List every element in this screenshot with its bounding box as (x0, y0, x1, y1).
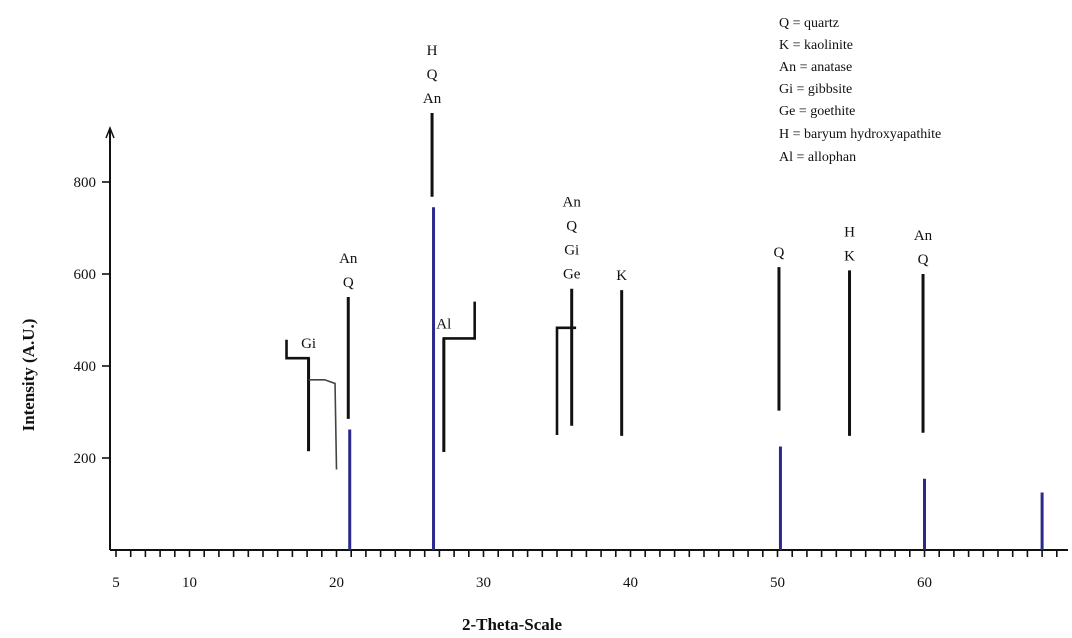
y-tick-label: 800 (74, 175, 97, 191)
peak-label: An (339, 251, 358, 267)
y-axis-title: Intensity (A.U.) (19, 319, 38, 432)
peak-label: Ge (563, 267, 581, 283)
peak-label: K (616, 268, 627, 284)
peak-label: Q (774, 245, 785, 261)
y-axis-arrow (105, 125, 115, 139)
legend-line: Al = allophan (779, 150, 856, 165)
plot-area: 5 10 20 30 40 50 60200400600800GiAnQHQAnAlAnQG… (74, 43, 1068, 591)
y-tick-label: 600 (74, 267, 97, 283)
legend: Q = quartz K = kaolinite An = anatase Gi… (779, 16, 941, 165)
background-trace (308, 378, 338, 470)
peak-label: Q (918, 252, 929, 268)
legend-line: K = kaolinite (779, 38, 853, 53)
peak-label: H (427, 43, 438, 59)
legend-line: Gi = gibbsite (779, 82, 852, 97)
background-trace (442, 301, 476, 453)
peak-label: Gi (564, 243, 579, 259)
x-axis-title: 2-Theta-Scale (462, 615, 563, 634)
x-tick-label: 50 (770, 575, 785, 591)
peak-label: Q (427, 67, 438, 83)
x-tick-label: 40 (623, 575, 638, 591)
legend-line: H = baryum hydroxyapathite (779, 127, 941, 142)
peak-label: An (423, 91, 442, 107)
x-tick-label: 60 (917, 575, 932, 591)
peak-label: Q (566, 219, 577, 235)
peak-label: Al (436, 316, 451, 332)
x-tick-label: 20 (329, 575, 344, 591)
peak-label: K (844, 248, 855, 264)
peak-label: H (844, 224, 855, 240)
legend-line: An = anatase (779, 60, 852, 75)
legend-line: Ge = goethite (779, 104, 855, 119)
peak-label: Q (343, 275, 354, 291)
peak-label: An (914, 228, 933, 244)
legend-line: Q = quartz (779, 16, 839, 31)
y-tick-label: 400 (74, 359, 97, 375)
peak-label: Gi (301, 336, 316, 352)
x-tick-label: 30 (476, 575, 491, 591)
background-trace (285, 339, 310, 452)
x-tick-label: 5 (112, 575, 120, 591)
background-trace (555, 326, 577, 435)
peak-label: An (563, 195, 582, 211)
x-tick-label: 10 (182, 575, 197, 591)
y-tick-label: 200 (74, 451, 97, 467)
